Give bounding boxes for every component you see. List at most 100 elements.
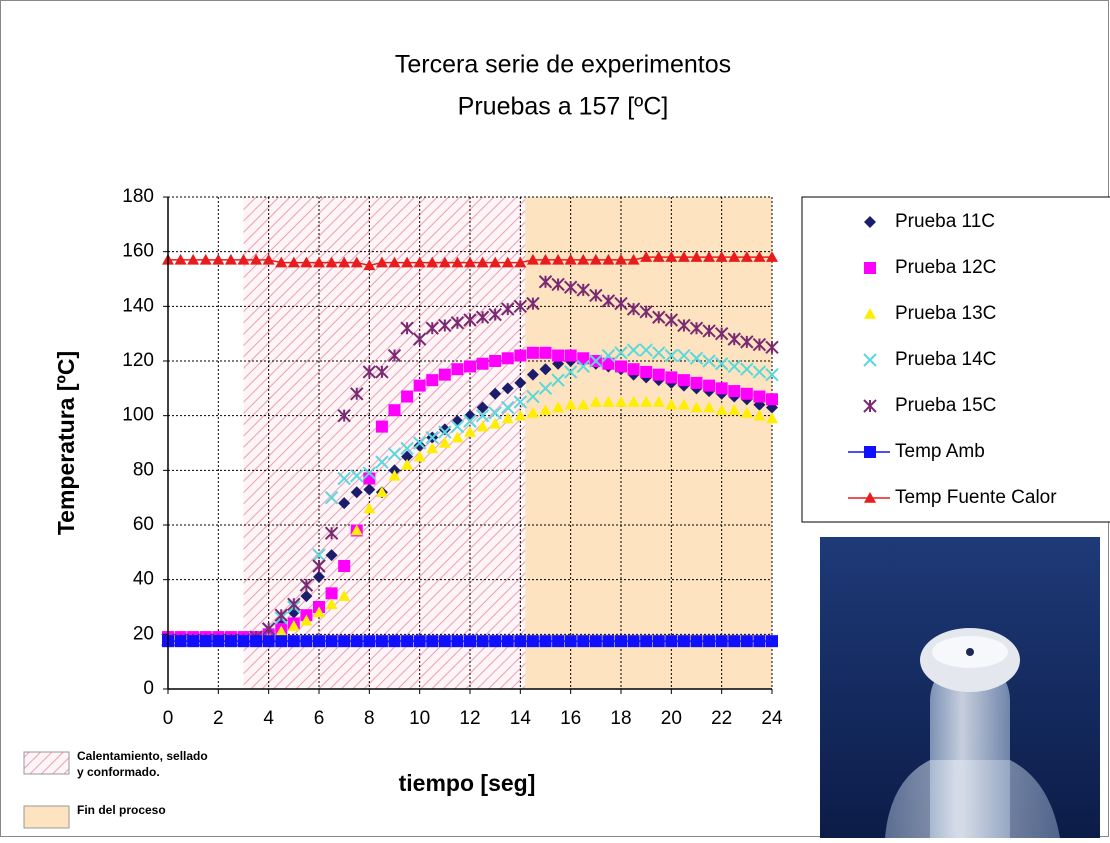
y-tick-label: 40	[133, 569, 154, 590]
marker	[175, 635, 187, 647]
x-tick-label: 22	[711, 708, 732, 729]
marker	[590, 635, 602, 647]
marker	[653, 369, 665, 381]
marker	[766, 393, 778, 405]
marker	[766, 635, 778, 647]
marker	[640, 635, 652, 647]
marker	[753, 635, 765, 647]
marker	[628, 635, 640, 647]
marker	[477, 635, 489, 647]
marker	[716, 635, 728, 647]
x-tick-label: 0	[163, 708, 174, 729]
region	[244, 197, 526, 689]
marker	[238, 635, 250, 647]
page: {"chart_data": { "type": "scatter", "tit…	[0, 0, 1110, 838]
marker	[263, 635, 275, 647]
marker	[401, 391, 413, 403]
marker	[864, 446, 876, 458]
region-legend: Calentamiento, sellado y conformado. Fin …	[24, 748, 262, 838]
region-legend-text: Fin del proceso	[77, 802, 262, 838]
marker	[376, 421, 388, 433]
marker	[753, 391, 765, 403]
marker	[414, 380, 426, 392]
legend-label: Prueba 15C	[895, 395, 996, 416]
marker	[426, 635, 438, 647]
chart-title: Tercera serie de experimentos	[395, 51, 731, 79]
marker	[489, 635, 501, 647]
chart: Tercera serie de experimentos Pruebas a …	[0, 0, 1110, 838]
marker	[489, 355, 501, 367]
marker	[502, 635, 514, 647]
marker	[691, 377, 703, 389]
marker	[187, 635, 199, 647]
y-tick-label: 140	[122, 295, 154, 316]
marker	[527, 635, 539, 647]
marker	[401, 635, 413, 647]
legend-label: Prueba 14C	[895, 349, 996, 370]
legend-label: Prueba 12C	[895, 257, 996, 278]
marker	[741, 635, 753, 647]
marker	[376, 635, 388, 647]
marker	[464, 360, 476, 372]
marker	[703, 380, 715, 392]
marker	[728, 385, 740, 397]
marker	[602, 635, 614, 647]
marker	[351, 635, 363, 647]
y-tick-label: 120	[122, 350, 154, 371]
marker	[363, 635, 375, 647]
region-legend-label: Calentamiento, sellado y conformado.	[77, 748, 212, 780]
marker	[326, 635, 338, 647]
marker	[514, 350, 526, 362]
marker	[552, 635, 564, 647]
marker	[728, 635, 740, 647]
marker	[514, 635, 526, 647]
x-tick-label: 18	[610, 708, 631, 729]
marker	[615, 635, 627, 647]
x-tick-label: 8	[364, 708, 375, 729]
y-tick-label: 20	[133, 623, 154, 644]
marker	[313, 635, 325, 647]
marker	[212, 635, 224, 647]
x-tick-label: 20	[661, 708, 682, 729]
region-legend-swatch	[24, 752, 69, 774]
marker	[540, 347, 552, 359]
y-tick-label: 80	[133, 459, 154, 480]
legend-label: Prueba 13C	[895, 303, 996, 324]
x-tick-label: 24	[761, 708, 783, 729]
x-tick-label: 2	[213, 708, 224, 729]
region	[525, 197, 772, 689]
y-tick-label: 180	[122, 186, 154, 207]
x-tick-label: 14	[510, 708, 532, 729]
x-tick-label: 16	[560, 708, 581, 729]
chart-subtitle: Pruebas a 157 [ºC]	[458, 93, 669, 121]
marker	[275, 635, 287, 647]
marker	[389, 635, 401, 647]
marker	[665, 635, 677, 647]
marker	[741, 388, 753, 400]
marker	[678, 635, 690, 647]
marker	[439, 635, 451, 647]
y-tick-label: 160	[122, 241, 154, 262]
marker	[653, 635, 665, 647]
marker	[326, 587, 338, 599]
legend-label: Prueba 11C	[895, 211, 995, 232]
marker	[200, 635, 212, 647]
marker	[565, 350, 577, 362]
marker	[665, 371, 677, 383]
x-axis-title: tiempo [seg]	[399, 770, 536, 796]
legend-label: Temp Amb	[895, 441, 985, 462]
marker	[451, 635, 463, 647]
marker	[552, 350, 564, 362]
y-tick-label: 0	[143, 678, 154, 699]
marker	[691, 635, 703, 647]
region-legend-swatch	[24, 806, 69, 828]
marker	[527, 347, 539, 359]
marker	[451, 363, 463, 375]
photo	[820, 537, 1100, 838]
x-tick-label: 10	[409, 708, 430, 729]
region-legend-label: Fin del proceso	[77, 802, 212, 818]
marker	[300, 635, 312, 647]
marker	[628, 363, 640, 375]
marker	[464, 635, 476, 647]
y-tick-label: 60	[133, 514, 154, 535]
